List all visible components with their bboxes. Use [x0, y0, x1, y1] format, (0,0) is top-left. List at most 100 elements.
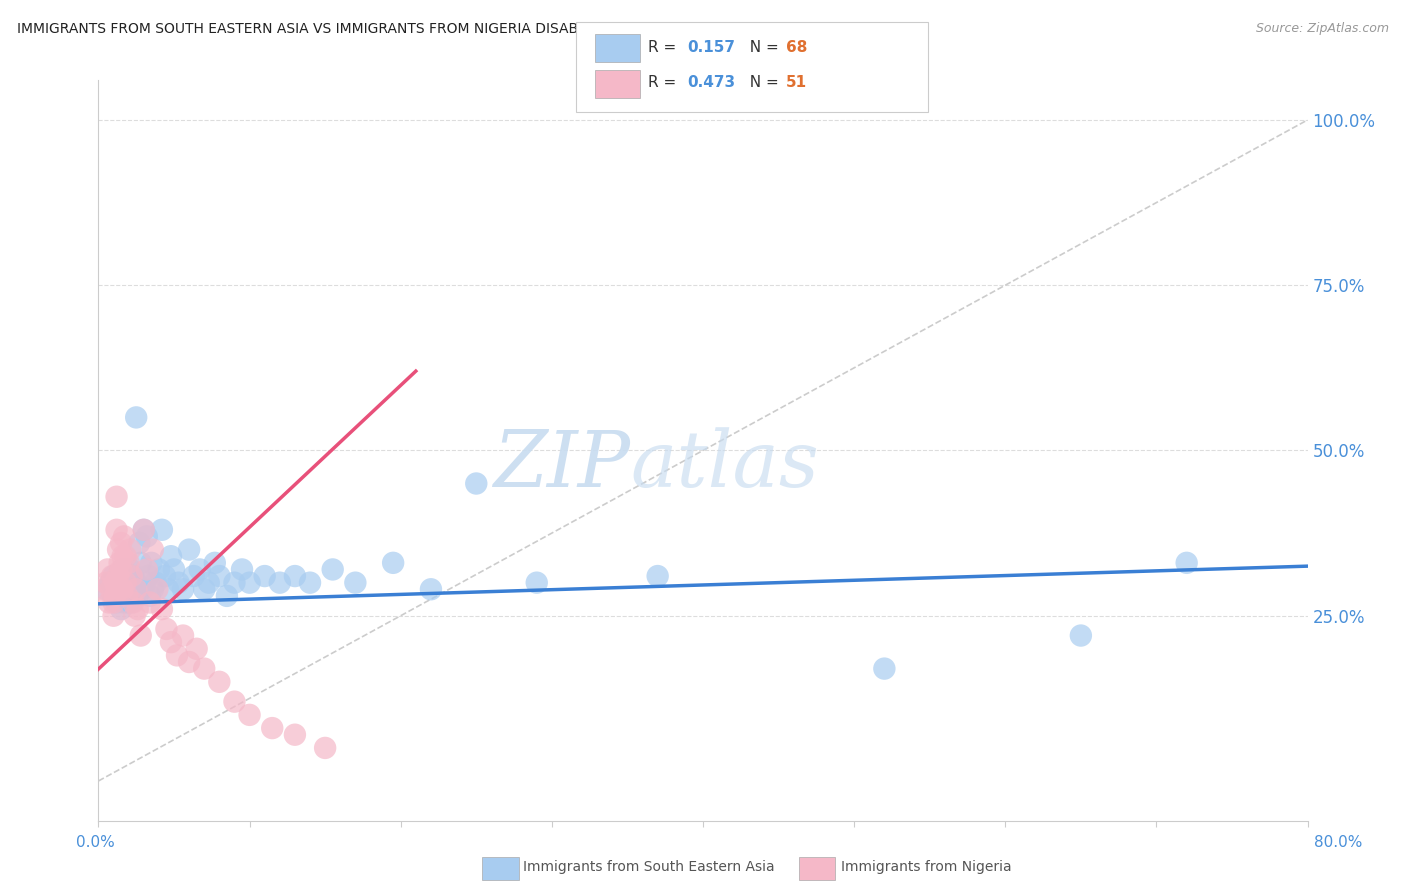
Point [314, 740, 336, 755]
Text: atlas: atlas [630, 427, 820, 503]
Point [118, 575, 141, 590]
Text: IMMIGRANTS FROM SOUTH EASTERN ASIA VS IMMIGRANTS FROM NIGERIA DISABILITY AGE 65 : IMMIGRANTS FROM SOUTH EASTERN ASIA VS IM… [17, 22, 866, 37]
Point [135, 529, 157, 543]
Point [104, 575, 127, 590]
Point [112, 595, 135, 609]
Point [96, 562, 118, 576]
Point [139, 589, 162, 603]
Point [231, 562, 253, 576]
Text: Immigrants from Nigeria: Immigrants from Nigeria [841, 860, 1011, 874]
Point [91, 582, 114, 597]
Point [114, 569, 136, 583]
Point [262, 721, 284, 735]
Point [128, 536, 150, 550]
Text: 51: 51 [786, 76, 807, 90]
Point [322, 562, 344, 576]
Point [239, 707, 262, 722]
Point [108, 582, 131, 597]
Point [186, 641, 208, 656]
Point [120, 542, 142, 557]
Point [132, 523, 155, 537]
Point [101, 569, 124, 583]
Point [141, 556, 163, 570]
Point [146, 582, 169, 597]
Point [150, 602, 173, 616]
Point [100, 575, 122, 590]
Point [163, 562, 186, 576]
Point [155, 622, 177, 636]
Point [124, 608, 146, 623]
Point [160, 635, 183, 649]
Point [112, 529, 135, 543]
Point [132, 523, 155, 537]
Point [131, 582, 153, 597]
Point [104, 589, 127, 603]
Point [115, 589, 138, 603]
Point [873, 662, 896, 676]
Point [145, 575, 167, 590]
Text: N =: N = [740, 76, 783, 90]
Point [122, 595, 145, 609]
Point [208, 674, 231, 689]
Point [94, 575, 117, 590]
Point [179, 655, 201, 669]
Point [110, 562, 132, 576]
Point [193, 582, 215, 597]
Point [111, 575, 134, 590]
Point [129, 629, 152, 643]
Point [108, 556, 131, 570]
Point [107, 569, 129, 583]
Point [344, 575, 367, 590]
Point [156, 582, 179, 597]
Point [382, 556, 405, 570]
Point [120, 562, 142, 576]
Text: 0.157: 0.157 [688, 40, 735, 54]
Point [167, 575, 190, 590]
Point [139, 595, 162, 609]
Point [121, 569, 143, 583]
Point [1175, 556, 1198, 570]
Text: Source: ZipAtlas.com: Source: ZipAtlas.com [1256, 22, 1389, 36]
Point [284, 569, 307, 583]
Point [107, 542, 129, 557]
Point [166, 648, 188, 663]
Point [193, 662, 215, 676]
Point [122, 569, 145, 583]
Point [239, 575, 262, 590]
Point [142, 542, 165, 557]
Text: N =: N = [740, 40, 783, 54]
Point [224, 575, 246, 590]
Point [179, 542, 201, 557]
Point [172, 629, 194, 643]
Point [420, 582, 443, 597]
Text: 0.0%: 0.0% [76, 836, 115, 850]
Point [94, 582, 117, 597]
Point [111, 582, 134, 597]
Point [153, 569, 176, 583]
Text: 80.0%: 80.0% [1315, 836, 1362, 850]
Point [134, 575, 156, 590]
Point [142, 582, 165, 597]
Point [105, 490, 128, 504]
Point [188, 562, 211, 576]
Point [148, 562, 170, 576]
Point [114, 549, 136, 564]
Point [127, 602, 149, 616]
Point [103, 569, 125, 583]
Point [114, 575, 136, 590]
Text: Immigrants from South Eastern Asia: Immigrants from South Eastern Asia [523, 860, 775, 874]
Text: R =: R = [648, 76, 682, 90]
Point [103, 595, 125, 609]
Point [114, 582, 136, 597]
Point [253, 569, 276, 583]
Point [284, 728, 307, 742]
Text: 0.473: 0.473 [688, 76, 735, 90]
Point [121, 582, 143, 597]
Point [125, 410, 148, 425]
Point [183, 569, 205, 583]
Point [269, 575, 291, 590]
Point [299, 575, 322, 590]
Point [465, 476, 488, 491]
Point [129, 556, 152, 570]
Text: R =: R = [648, 40, 682, 54]
